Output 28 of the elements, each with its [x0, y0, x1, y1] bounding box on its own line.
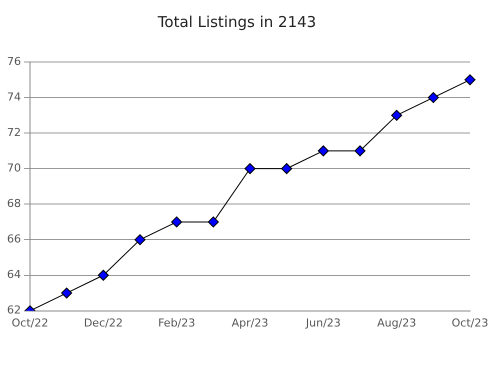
point	[134, 234, 146, 246]
y-tick-label: 64	[6, 268, 21, 282]
point	[354, 145, 366, 156]
point	[428, 92, 439, 104]
point	[464, 74, 476, 86]
point	[98, 270, 109, 281]
point	[61, 288, 72, 299]
point	[244, 163, 256, 174]
y-tick-label: 76	[6, 54, 21, 68]
point	[208, 216, 219, 228]
x-tick-label: Dec/22	[84, 316, 123, 330]
x-tick-label: Oct/22	[12, 316, 48, 330]
y-tick-label: 68	[6, 197, 21, 210]
y-tick-label: 74	[6, 90, 21, 104]
x-tick-label: Aug/23	[377, 316, 416, 330]
chart-title: Total Listings in 2143	[156, 12, 316, 31]
y-tick-label: 72	[6, 126, 21, 139]
point	[318, 145, 329, 156]
point	[171, 216, 182, 228]
x-tick-label: Jun/23	[304, 316, 341, 330]
x-tick-label: Oct/23	[452, 316, 488, 330]
y-tick-label: 70	[6, 161, 21, 174]
y-tick-label: 62	[6, 304, 21, 317]
point	[391, 110, 402, 121]
y-tick-label: 66	[6, 232, 21, 246]
x-tick-label: Apr/23	[232, 316, 268, 330]
point	[281, 163, 292, 174]
x-tick-label: Feb/23	[158, 316, 196, 330]
